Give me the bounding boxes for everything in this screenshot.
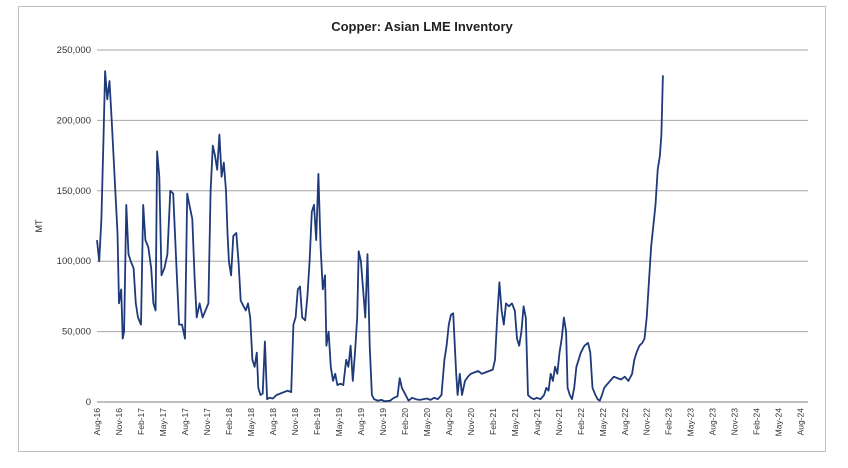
x-tick-label: Aug-23 bbox=[708, 408, 718, 436]
x-tick-label: May-23 bbox=[686, 408, 696, 437]
x-tick-label: Nov-18 bbox=[290, 408, 300, 436]
y-tick-label: 200,000 bbox=[57, 115, 91, 126]
y-tick-label: 50,000 bbox=[62, 327, 91, 338]
x-tick-label: Nov-23 bbox=[730, 408, 740, 436]
x-tick-label: Nov-19 bbox=[378, 408, 388, 436]
x-tick-label: Aug-22 bbox=[620, 408, 630, 436]
chart-title: Copper: Asian LME Inventory bbox=[331, 19, 513, 34]
y-tick-label: 100,000 bbox=[57, 256, 91, 267]
x-tick-label: Aug-16 bbox=[92, 408, 102, 436]
x-tick-label: Feb-23 bbox=[664, 408, 674, 435]
x-tick-label: Feb-17 bbox=[136, 408, 146, 435]
x-tick-label: May-18 bbox=[246, 408, 256, 437]
x-tick-label: Feb-19 bbox=[312, 408, 322, 435]
x-tick-label: May-24 bbox=[774, 408, 784, 437]
x-tick-label: Nov-20 bbox=[466, 408, 476, 436]
x-tick-label: Aug-19 bbox=[356, 408, 366, 436]
y-tick-label: 0 bbox=[86, 397, 91, 408]
x-tick-label: Feb-24 bbox=[752, 408, 762, 435]
y-axis-label: MT bbox=[34, 219, 44, 232]
x-tick-label: May-21 bbox=[510, 408, 520, 437]
x-tick-label: May-19 bbox=[334, 408, 344, 437]
x-tick-label: Nov-22 bbox=[642, 408, 652, 436]
y-tick-label: 250,000 bbox=[57, 45, 91, 56]
x-tick-label: Aug-20 bbox=[444, 408, 454, 436]
x-tick-label: Aug-24 bbox=[796, 408, 806, 436]
x-tick-label: Nov-16 bbox=[114, 408, 124, 436]
y-tick-label: 150,000 bbox=[57, 186, 91, 197]
x-tick-label: Feb-20 bbox=[400, 408, 410, 435]
x-tick-label: Feb-21 bbox=[488, 408, 498, 435]
x-tick-label: Aug-17 bbox=[180, 408, 190, 436]
chart-frame: Copper: Asian LME Inventory bbox=[18, 6, 826, 452]
x-tick-label: May-17 bbox=[158, 408, 168, 437]
x-tick-label: Nov-17 bbox=[202, 408, 212, 436]
x-tick-label: May-20 bbox=[422, 408, 432, 437]
x-tick-label: Feb-18 bbox=[224, 408, 234, 435]
x-tick-label: May-22 bbox=[598, 408, 608, 437]
x-tick-label: Aug-18 bbox=[268, 408, 278, 436]
x-tick-label: Aug-21 bbox=[532, 408, 542, 436]
x-tick-label: Nov-21 bbox=[554, 408, 564, 436]
x-tick-label: Feb-22 bbox=[576, 408, 586, 435]
series-line bbox=[96, 70, 664, 403]
